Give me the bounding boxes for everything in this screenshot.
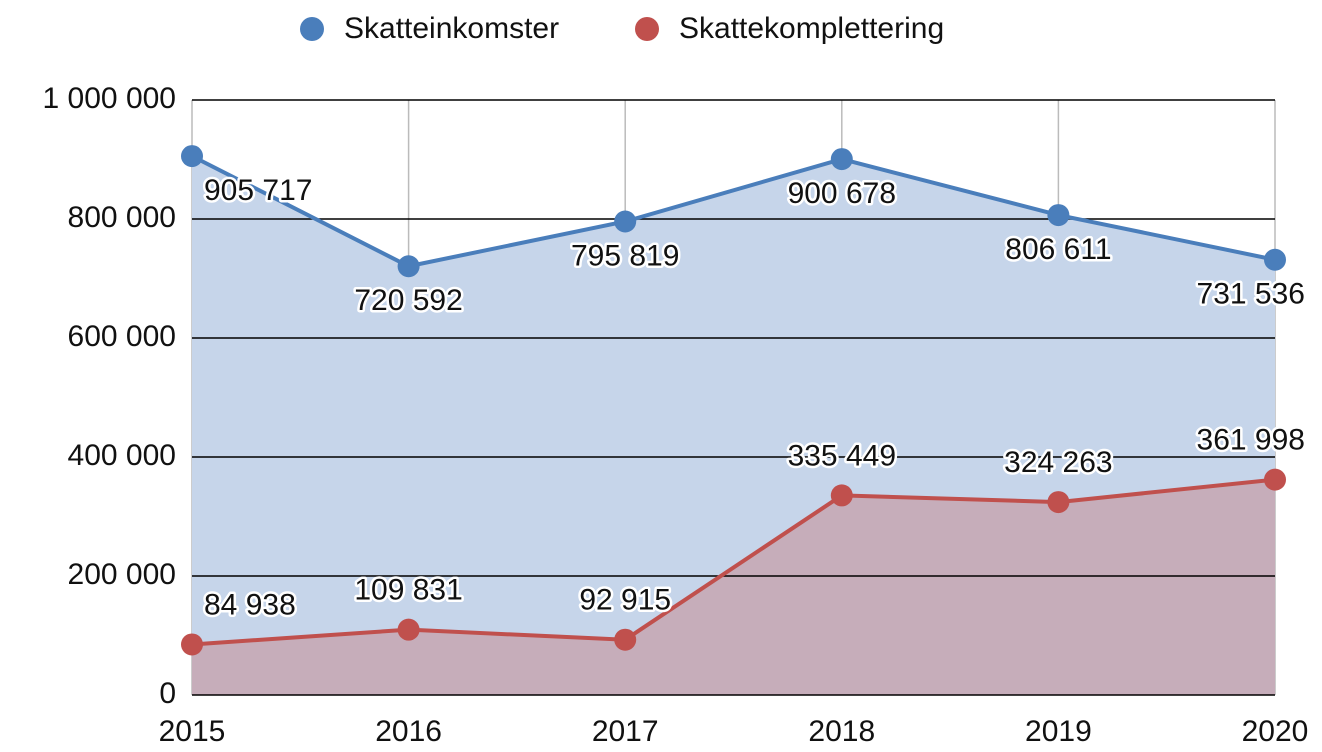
data-label: 84 938 bbox=[204, 588, 296, 621]
y-tick-label: 200 000 bbox=[68, 558, 176, 591]
area bbox=[192, 479, 1275, 695]
y-tick-label: 400 000 bbox=[68, 439, 176, 472]
data-label: 900 678 bbox=[788, 177, 896, 210]
point bbox=[397, 618, 420, 641]
data-label: 720 592 bbox=[354, 284, 462, 317]
y-tick-label: 1 000 000 bbox=[43, 82, 176, 115]
data-label: 731 536 bbox=[1197, 278, 1305, 311]
legend-label: Skattekomplettering bbox=[679, 12, 944, 45]
legend-marker bbox=[300, 17, 324, 41]
point bbox=[1047, 204, 1070, 227]
data-label: 905 717 bbox=[204, 174, 312, 207]
point bbox=[614, 628, 637, 651]
x-tick-label: 2018 bbox=[808, 715, 875, 748]
point bbox=[614, 210, 637, 233]
y-tick-label: 800 000 bbox=[68, 201, 176, 234]
x-tick-label: 2019 bbox=[1025, 715, 1092, 748]
data-label: 335 449 bbox=[788, 439, 896, 472]
legend-marker bbox=[635, 17, 659, 41]
point bbox=[181, 145, 203, 168]
x-tick-label: 2017 bbox=[592, 715, 659, 748]
point bbox=[397, 255, 420, 278]
point bbox=[830, 484, 853, 507]
x-tick-label: 2015 bbox=[159, 715, 226, 748]
point bbox=[1264, 248, 1286, 271]
data-label: 92 915 bbox=[579, 584, 671, 617]
point bbox=[830, 148, 853, 171]
y-tick-label: 600 000 bbox=[68, 320, 176, 353]
x-tick-label: 2016 bbox=[375, 715, 442, 748]
x-tick-label: 2020 bbox=[1242, 715, 1309, 748]
point bbox=[1264, 468, 1286, 491]
point bbox=[1047, 491, 1070, 514]
line bbox=[191, 154, 1276, 269]
legend-label: Skatteinkomster bbox=[344, 12, 559, 45]
data-label: 109 831 bbox=[354, 574, 462, 607]
data-label: 361 998 bbox=[1197, 424, 1305, 457]
data-label: 324 263 bbox=[1004, 446, 1112, 479]
point bbox=[181, 633, 203, 656]
data-label: 806 611 bbox=[1005, 233, 1111, 266]
y-tick-label: 0 bbox=[159, 677, 176, 710]
line bbox=[191, 477, 1276, 647]
data-label: 795 819 bbox=[571, 239, 679, 272]
